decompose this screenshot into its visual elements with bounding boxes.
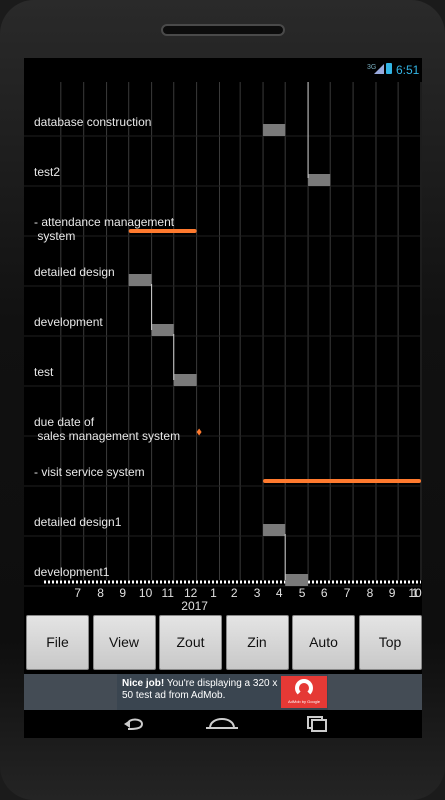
- x-tick-label: 5: [299, 586, 306, 600]
- task-label: due date of sales management system: [34, 415, 180, 443]
- back-icon[interactable]: [124, 718, 144, 730]
- task-bar: [173, 374, 197, 386]
- x-year-label: 2017: [181, 599, 208, 612]
- network-type: 3G: [367, 64, 377, 71]
- x-tick-label: 2: [231, 586, 238, 600]
- file-button[interactable]: File: [26, 615, 89, 670]
- x-tick-label: 10: [139, 586, 153, 600]
- zin-button[interactable]: Zin: [225, 615, 289, 670]
- speaker-grille: [161, 24, 285, 36]
- task-label: - visit service system: [34, 465, 145, 479]
- x-tick-label: 10: [408, 586, 422, 600]
- task-bar: [263, 524, 286, 536]
- task-bar: [263, 124, 286, 136]
- x-tick-label: 12: [184, 586, 198, 600]
- task-label: test2: [34, 165, 60, 179]
- clock: 6:51: [396, 63, 420, 77]
- ad-banner[interactable]: Nice job! You're displaying a 320 x 50 t…: [24, 674, 422, 710]
- task-bar: [285, 574, 309, 586]
- toolbar: File View Zout Zin Auto Top: [24, 612, 422, 674]
- task-label: test: [34, 365, 54, 379]
- task-label: database construction: [34, 115, 151, 129]
- task-bar: [308, 174, 331, 186]
- screen: 3G 6:51 7 8 9 10 11 12 1 2 3 4 5 6 7 8 9 10 1 2017 databas…: [24, 58, 422, 738]
- view-button[interactable]: View: [92, 615, 156, 670]
- ad-headline: Nice job!: [122, 678, 165, 689]
- ad-body: You're displaying a 320 x 50 test ad fro…: [122, 678, 278, 701]
- top-button[interactable]: Top: [358, 615, 422, 670]
- x-tick-label: 8: [97, 586, 104, 600]
- x-tick-label: 7: [344, 586, 351, 600]
- task-bar: [128, 274, 152, 286]
- admob-logo-icon[interactable]: AdMob by Google: [281, 676, 327, 708]
- home-icon[interactable]: [206, 718, 238, 729]
- navigation-bar: [24, 710, 422, 738]
- x-tick-label: 3: [254, 586, 261, 600]
- task-label: development1: [34, 565, 110, 579]
- x-tick-label: 1: [210, 586, 217, 600]
- summary-bar: [263, 479, 421, 483]
- task-bar: [151, 324, 174, 336]
- milestone-marker: [196, 428, 202, 436]
- status-bar: 3G 6:51: [24, 58, 422, 82]
- recents-icon[interactable]: [307, 716, 327, 732]
- task-label: detailed design: [34, 265, 115, 279]
- ad-logo-caption: AdMob by Google: [287, 699, 321, 704]
- summary-bar: [128, 229, 197, 233]
- x-tick-label: 4: [276, 586, 283, 600]
- task-label: - attendance management system: [34, 215, 175, 243]
- gantt-chart[interactable]: 7 8 9 10 11 12 1 2 3 4 5 6 7 8 9 10 1 2017 database constr…: [24, 82, 422, 612]
- battery-icon: [386, 63, 392, 74]
- ad-text[interactable]: Nice job! You're displaying a 320 x 50 t…: [122, 678, 287, 702]
- task-label: detailed design1: [34, 515, 122, 529]
- x-tick-label: 8: [367, 586, 374, 600]
- zout-button[interactable]: Zout: [159, 615, 222, 670]
- signal-icon: [374, 64, 384, 74]
- x-tick-label: 9: [389, 586, 396, 600]
- x-tick-label: 1: [412, 586, 419, 600]
- auto-button[interactable]: Auto: [292, 615, 355, 670]
- x-tick-label: 9: [119, 586, 126, 600]
- task-label: development: [34, 315, 103, 329]
- x-tick-label: 7: [74, 586, 81, 600]
- x-tick-label: 6: [321, 586, 328, 600]
- admob-glyph-icon: [295, 679, 313, 697]
- x-tick-label: 11: [162, 586, 175, 600]
